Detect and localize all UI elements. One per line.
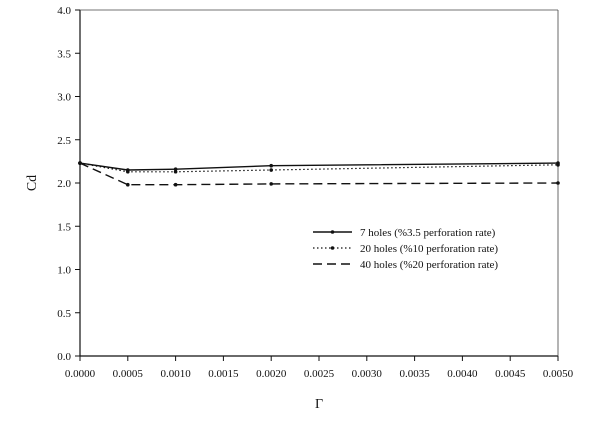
legend-marker bbox=[330, 230, 335, 234]
legend: 7 holes (%3.5 perforation rate) 20 holes … bbox=[313, 227, 498, 271]
x-tick-label: 0.0040 bbox=[447, 368, 478, 380]
x-tick-label: 0.0045 bbox=[495, 368, 526, 380]
y-tick-label: 4.0 bbox=[57, 5, 71, 17]
series-line bbox=[79, 162, 559, 186]
legend-label: 20 holes (%10 perforation rate) bbox=[360, 243, 498, 255]
data-point bbox=[556, 181, 560, 185]
x-tick-label: 0.0025 bbox=[304, 368, 335, 380]
y-tick-label: 1.5 bbox=[57, 221, 71, 233]
y-tick-label: 0.5 bbox=[57, 308, 71, 320]
data-point bbox=[269, 163, 274, 168]
x-tick-label: 0.0030 bbox=[352, 368, 383, 380]
data-point bbox=[556, 163, 560, 167]
x-tick-label: 0.0000 bbox=[65, 368, 96, 380]
y-tick-label: 3.5 bbox=[57, 48, 71, 60]
data-point bbox=[173, 182, 178, 187]
legend-marker bbox=[330, 246, 335, 250]
y-tick-label: 3.0 bbox=[57, 92, 71, 104]
legend-label: 7 holes (%3.5 perforation rate) bbox=[360, 227, 496, 239]
x-tick-label: 0.0050 bbox=[543, 368, 574, 380]
series-3 bbox=[78, 161, 560, 187]
legend-label: 40 holes (%20 perforation rate) bbox=[360, 259, 498, 271]
data-point bbox=[269, 168, 274, 172]
data-point bbox=[173, 169, 178, 174]
y-tick-label: 2.0 bbox=[57, 178, 71, 190]
data-point bbox=[126, 182, 130, 187]
series-lines bbox=[78, 161, 560, 187]
x-axis-title: Γ bbox=[315, 397, 323, 412]
x-tick-label: 0.0005 bbox=[113, 368, 144, 380]
data-point bbox=[78, 161, 82, 165]
data-point bbox=[126, 169, 130, 174]
x-tick-label: 0.0035 bbox=[399, 368, 430, 380]
x-tick-label: 0.0020 bbox=[256, 368, 287, 380]
y-tick-label: 1.0 bbox=[57, 265, 71, 277]
y-tick-label: 0.0 bbox=[57, 351, 71, 363]
series-line bbox=[79, 162, 559, 171]
y-tick-label: 2.5 bbox=[57, 135, 71, 147]
data-point bbox=[269, 182, 274, 186]
x-tick-label: 0.0010 bbox=[160, 368, 191, 380]
axes: 0.0000 0.0005 0.0010 0.0015 0.0020 0.0025 0.00… bbox=[57, 5, 573, 380]
x-tick-label: 0.0015 bbox=[208, 368, 239, 380]
y-axis-title: Cd bbox=[25, 175, 40, 191]
data-point bbox=[173, 167, 178, 171]
